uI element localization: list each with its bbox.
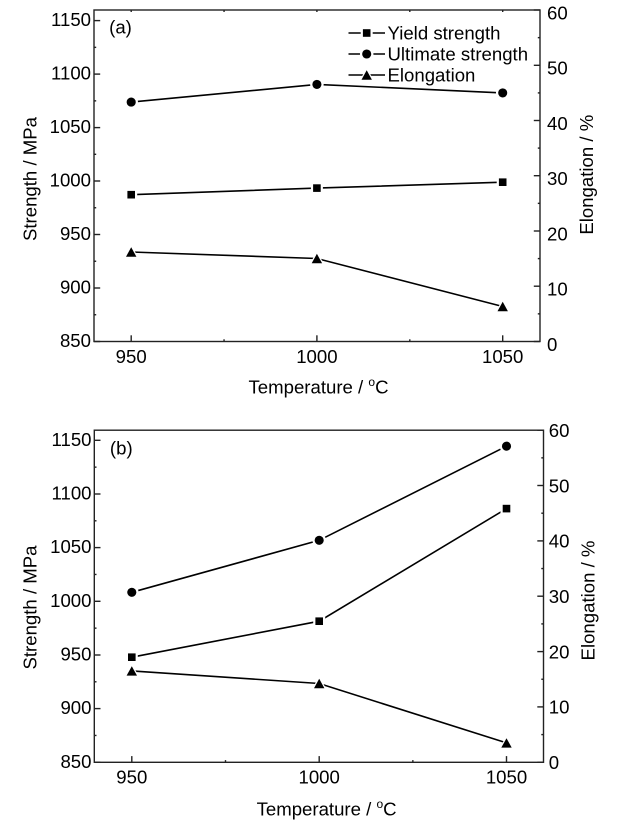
svg-text:1050: 1050 bbox=[482, 346, 523, 367]
svg-text:40: 40 bbox=[547, 113, 568, 134]
svg-text:Elongation: Elongation bbox=[388, 65, 476, 86]
svg-text:50: 50 bbox=[547, 58, 568, 79]
svg-text:900: 900 bbox=[60, 277, 91, 298]
svg-text:1100: 1100 bbox=[51, 63, 91, 84]
svg-text:20: 20 bbox=[549, 641, 570, 662]
svg-text:(a): (a) bbox=[109, 16, 132, 37]
svg-text:0: 0 bbox=[549, 752, 559, 773]
svg-text:Elongation / %: Elongation / % bbox=[578, 541, 599, 661]
svg-text:1000: 1000 bbox=[299, 767, 340, 788]
svg-text:10: 10 bbox=[549, 697, 570, 718]
svg-text:900: 900 bbox=[60, 697, 91, 718]
svg-text:60: 60 bbox=[547, 2, 568, 23]
svg-text:10: 10 bbox=[547, 279, 568, 300]
svg-text:1100: 1100 bbox=[52, 483, 92, 504]
svg-text:950: 950 bbox=[116, 346, 147, 367]
svg-text:1000: 1000 bbox=[50, 590, 91, 611]
svg-text:Elongation / %: Elongation / % bbox=[576, 115, 597, 235]
svg-text:1050: 1050 bbox=[50, 116, 91, 137]
svg-text:30: 30 bbox=[547, 168, 568, 189]
svg-text:40: 40 bbox=[549, 531, 570, 552]
svg-text:950: 950 bbox=[60, 644, 91, 665]
svg-text:Ultimate strength: Ultimate strength bbox=[388, 44, 529, 65]
svg-text:850: 850 bbox=[60, 751, 91, 772]
svg-text:Temperature / oC: Temperature / oC bbox=[257, 797, 397, 820]
svg-text:1000: 1000 bbox=[50, 170, 91, 191]
svg-text:Yield strength: Yield strength bbox=[388, 23, 501, 44]
svg-text:850: 850 bbox=[60, 330, 91, 351]
svg-text:Strength / MPa: Strength / MPa bbox=[19, 545, 40, 670]
svg-text:50: 50 bbox=[549, 475, 570, 496]
svg-text:1150: 1150 bbox=[51, 9, 91, 30]
svg-text:950: 950 bbox=[60, 223, 91, 244]
svg-text:1050: 1050 bbox=[50, 536, 91, 557]
svg-text:1050: 1050 bbox=[486, 767, 527, 788]
svg-text:950: 950 bbox=[116, 767, 147, 788]
svg-text:30: 30 bbox=[549, 586, 570, 607]
svg-text:1150: 1150 bbox=[52, 429, 92, 450]
svg-text:(b): (b) bbox=[110, 438, 133, 459]
svg-text:Strength / MPa: Strength / MPa bbox=[19, 116, 40, 241]
svg-text:60: 60 bbox=[549, 420, 570, 441]
svg-text:20: 20 bbox=[547, 223, 568, 244]
svg-text:Temperature / oC: Temperature / oC bbox=[248, 375, 388, 398]
svg-text:0: 0 bbox=[547, 334, 557, 355]
svg-text:1000: 1000 bbox=[296, 346, 337, 367]
